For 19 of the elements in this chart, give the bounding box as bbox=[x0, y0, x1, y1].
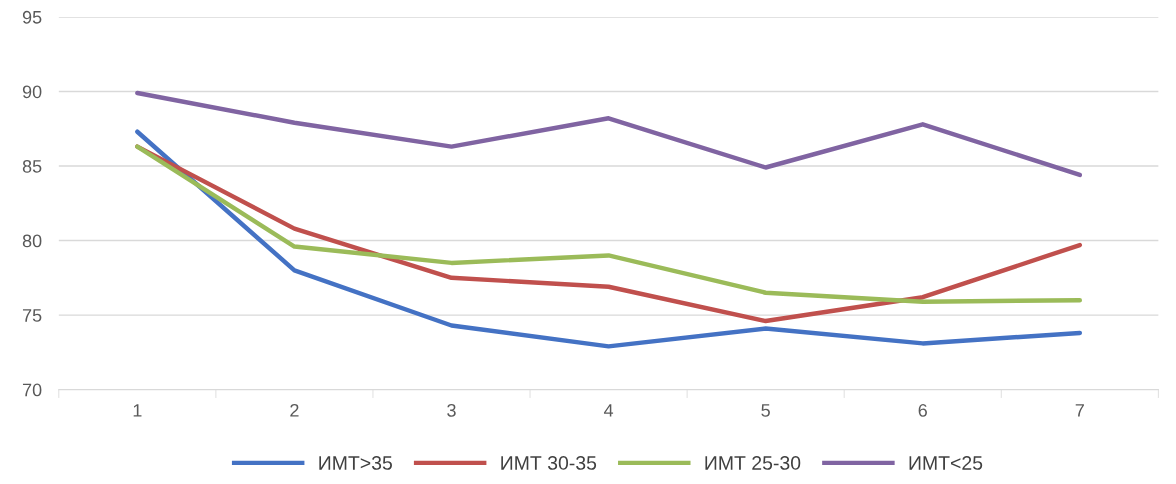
x-tick-label: 7 bbox=[1075, 404, 1084, 417]
y-tick-label: 80 bbox=[22, 234, 42, 248]
legend-label: ИМТ 25-30 bbox=[705, 456, 801, 470]
line-series bbox=[135, 129, 1083, 349]
y-tick-label: 90 bbox=[22, 85, 42, 99]
line-series bbox=[135, 90, 1083, 178]
x-tick-label: 2 bbox=[290, 403, 299, 417]
x-tick-label: 1 bbox=[133, 404, 142, 417]
legend-label: ИМТ>35 bbox=[319, 456, 392, 470]
legend-label: ИМТ 30-35 bbox=[501, 456, 597, 470]
y-tick-label: 85 bbox=[22, 159, 42, 173]
x-tick-label: 5 bbox=[761, 404, 770, 417]
x-tick-label: 6 bbox=[918, 403, 927, 417]
y-tick-label: 75 bbox=[22, 309, 42, 322]
legend-label: ИМТ<25 bbox=[909, 456, 983, 470]
y-tick-label: 70 bbox=[22, 383, 42, 397]
x-tick-label: 4 bbox=[603, 404, 614, 417]
x-tick-label: 3 bbox=[447, 403, 456, 417]
y-tick-label: 95 bbox=[22, 10, 42, 24]
